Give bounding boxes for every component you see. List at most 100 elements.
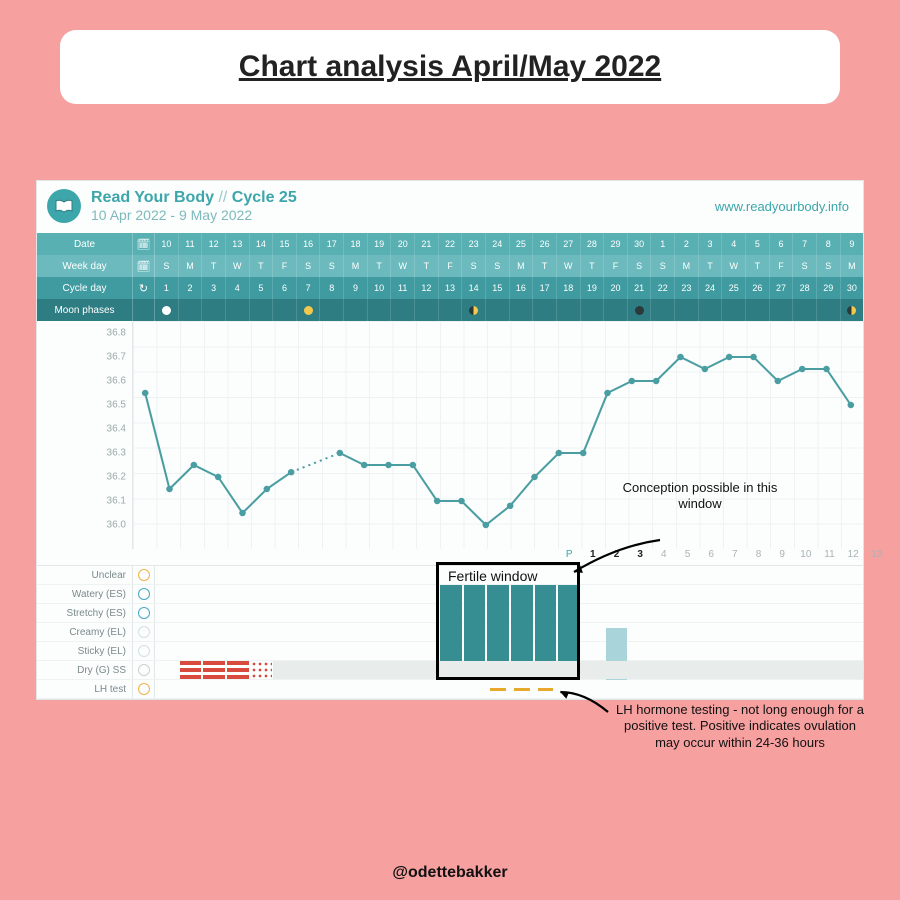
dry-day-cell [227,661,249,679]
header-row: Cycle day↻123456789101112131415161718192… [37,277,863,299]
header-cell: 21 [628,277,652,299]
header-cell: W [722,255,746,277]
moon-cell [202,299,226,321]
post-ov-number: 9 [779,549,785,560]
moon-phase-icon [847,306,856,315]
header-cell: 30 [841,277,864,299]
moon-cell [651,299,675,321]
header-cell: 4 [722,233,746,255]
header-cell: 15 [273,233,297,255]
header-cell: 11 [179,233,203,255]
moon-cell [817,299,841,321]
app-titles: Read Your Body // Cycle 25 10 Apr 2022 -… [91,189,297,223]
header-cell: S [486,255,510,277]
lower-row-label: Creamy (EL) [37,623,133,641]
header-cell: 23 [462,233,486,255]
lower-row: Watery (ES) [37,585,863,604]
y-axis: 36.036.136.236.336.436.536.636.736.8 [37,321,133,549]
post-ov-number: 13 [871,549,882,560]
lower-row-cells [155,585,863,603]
header-cell: T [250,255,274,277]
moon-phase-icon [304,306,313,315]
y-tick-label: 36.0 [107,520,126,531]
post-ov-number: 8 [756,549,762,560]
lower-row-icon [138,588,150,600]
lower-row-label: LH test [37,680,133,698]
header-cell: M [344,255,368,277]
chart-header: Read Your Body // Cycle 25 10 Apr 2022 -… [37,181,863,233]
post-ov-number: 3 [637,549,643,560]
post-ov-number: 4 [661,549,667,560]
moon-cell [179,299,203,321]
header-cell: F [604,255,628,277]
header-cell: T [368,255,392,277]
header-cell: 1 [155,277,179,299]
header-cell: 28 [793,277,817,299]
lower-row-cells [155,642,863,660]
moon-cell [344,299,368,321]
header-row-icon: ↻ [133,277,155,299]
moon-cell [581,299,605,321]
lower-row-cells [155,604,863,622]
app-logo-icon [47,189,81,223]
lower-row-cells [155,623,863,641]
header-cell: 26 [533,233,557,255]
y-tick-label: 36.5 [107,400,126,411]
header-cell: 18 [344,233,368,255]
header-cell: M [179,255,203,277]
lower-row-label: Stretchy (ES) [37,604,133,622]
moon-phase-icon [635,306,644,315]
moon-cell [699,299,723,321]
y-tick-label: 36.3 [107,448,126,459]
lower-rows: UnclearWatery (ES)Stretchy (ES)Creamy (E… [37,565,863,699]
header-cell: T [533,255,557,277]
date-range: 10 Apr 2022 - 9 May 2022 [91,207,297,223]
app-name: Read Your Body [91,189,214,206]
header-cell: 8 [817,233,841,255]
plot-area [133,321,863,549]
app-link[interactable]: www.readyourbody.info [715,199,849,214]
moon-cell [746,299,770,321]
header-cell: 10 [155,233,179,255]
header-cell: S [817,255,841,277]
header-cell: 24 [699,277,723,299]
header-cell: 2 [675,233,699,255]
lower-row-icon [138,569,150,581]
header-cell: 23 [675,277,699,299]
lower-row-label: Sticky (EL) [37,642,133,660]
header-cell: F [273,255,297,277]
post-ov-number: 11 [824,549,834,560]
post-ov-number: 7 [732,549,738,560]
moon-cell [675,299,699,321]
header-cell: 6 [273,277,297,299]
header-cell: W [391,255,415,277]
dry-day-cell [180,661,202,679]
dry-day-cell [203,661,225,679]
moon-cell [793,299,817,321]
moon-phase-icon [469,306,478,315]
header-row: Week day🗓SMTWTFSSMTWTFSSMTWTFSSMTWTFSSM [37,255,863,277]
moon-icon [133,299,155,321]
header-cell: 14 [462,277,486,299]
moon-cell [557,299,581,321]
header-cell: 5 [250,277,274,299]
lower-row-icon [138,607,150,619]
header-cell: 3 [699,233,723,255]
header-cell: 25 [722,277,746,299]
header-cell: S [462,255,486,277]
header-cell: S [155,255,179,277]
header-cell: W [226,255,250,277]
header-cell: 20 [604,277,628,299]
moon-cell [250,299,274,321]
lh-dash [538,688,554,691]
header-cell: F [770,255,794,277]
header-cell: 11 [391,277,415,299]
header-row-icon: 🗓 [133,255,155,277]
moon-cell [368,299,392,321]
lower-row-cells [155,661,863,679]
header-cell: 9 [841,233,864,255]
header-cell: 25 [510,233,534,255]
header-cell: 12 [202,233,226,255]
y-tick-label: 36.7 [107,352,126,363]
moon-cell [226,299,250,321]
